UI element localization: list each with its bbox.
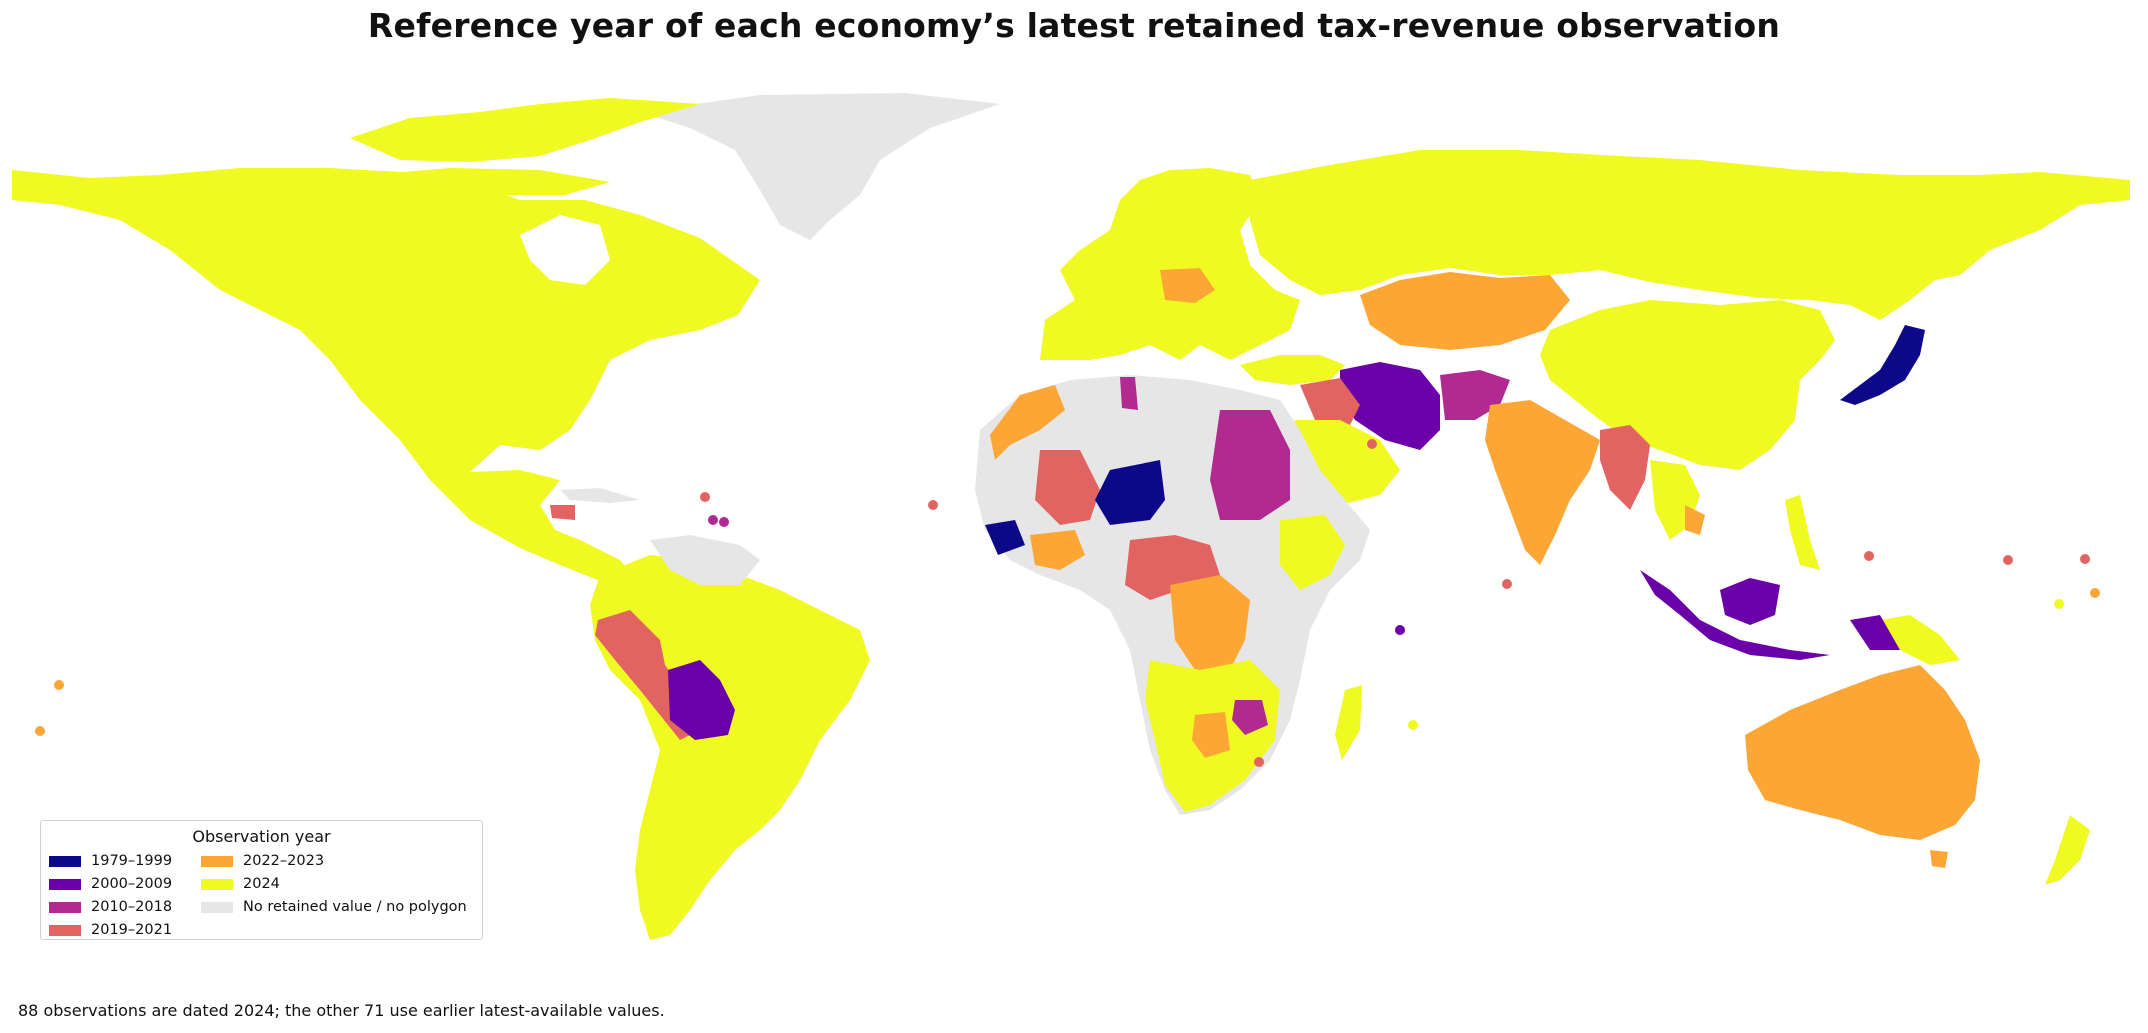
region-east-africa (1280, 515, 1345, 590)
region-philippines (1785, 495, 1820, 570)
region-poland (1160, 268, 1215, 303)
region-dr-congo (1170, 575, 1250, 670)
region-namibia-botswana (1192, 712, 1230, 758)
legend-label: 2000–2009 (91, 876, 173, 892)
region-tasmania (1930, 850, 1948, 868)
island-marker (2003, 555, 2013, 565)
legend-label: 1979–1999 (91, 853, 173, 869)
region-west-africa-coast (1030, 530, 1085, 570)
footnote: 88 observations are dated 2024; the othe… (18, 1001, 665, 1020)
legend-label: 2024 (243, 876, 280, 892)
region-borneo (1720, 578, 1780, 625)
island-marker (35, 726, 45, 736)
island-marker (2090, 588, 2100, 598)
island-marker (1395, 625, 1405, 635)
island-marker (1367, 439, 1377, 449)
region-australia (1745, 665, 1980, 840)
legend-swatch (49, 855, 81, 867)
legend-swatch (49, 878, 81, 890)
region-zimbabwe (1232, 700, 1268, 735)
legend-title: Observation year (192, 827, 331, 846)
island-marker (2054, 599, 2064, 609)
region-iran (1340, 362, 1440, 450)
legend-swatch (201, 855, 233, 867)
region-haiti (550, 505, 575, 520)
legend-item-2022-2023: 2022–2023 (201, 853, 324, 869)
region-venezuela-guyana (650, 535, 760, 585)
region-new-guinea (1880, 615, 1960, 665)
legend-item-2000-2009: 2000–2009 (49, 876, 172, 892)
region-myanmar (1600, 425, 1650, 510)
legend-label: No retained value / no polygon (243, 899, 467, 915)
region-india (1485, 400, 1600, 565)
legend-swatch (201, 878, 233, 890)
region-europe (1040, 168, 1300, 360)
chart-title: Reference year of each economy’s latest … (367, 6, 1781, 45)
island-marker (928, 500, 938, 510)
region-madagascar (1335, 685, 1362, 760)
legend-item-1979-1999: 1979–1999 (49, 853, 172, 869)
legend-swatch (49, 924, 81, 936)
region-china (1540, 300, 1835, 470)
region-japan (1840, 325, 1925, 405)
island-marker (719, 517, 729, 527)
legend-item-2024: 2024 (201, 876, 280, 892)
region-indonesia (1640, 570, 1830, 660)
island-marker (1408, 720, 1418, 730)
legend: Observation year 1979–1999 2000–2009 201… (40, 820, 483, 940)
region-mali (1035, 450, 1100, 525)
legend-item-no-data: No retained value / no polygon (201, 899, 467, 915)
region-russia (1250, 150, 2130, 320)
region-vietnam (1685, 505, 1705, 535)
region-egypt-sudan (1210, 410, 1290, 520)
legend-label: 2022–2023 (243, 853, 325, 869)
legend-item-2019-2021: 2019–2021 (49, 922, 172, 938)
region-north-america (12, 168, 760, 585)
region-greenland (640, 93, 1000, 240)
region-bolivia (668, 660, 735, 740)
region-west-papua (1850, 615, 1900, 650)
island-marker (2080, 554, 2090, 564)
region-iraq-syria (1300, 378, 1360, 425)
island-marker (700, 492, 710, 502)
region-niger (1095, 460, 1165, 525)
legend-swatch (201, 901, 233, 913)
island-marker (1254, 757, 1264, 767)
region-arctic-islands (350, 98, 700, 162)
region-turkey (1240, 355, 1345, 385)
island-marker (1864, 551, 1874, 561)
legend-swatch (49, 901, 81, 913)
legend-label: 2019–2021 (91, 922, 173, 938)
island-marker (708, 515, 718, 525)
island-marker (1502, 579, 1512, 589)
world-choropleth-map (12, 93, 2130, 940)
legend-label: 2010–2018 (91, 899, 173, 915)
region-cuba (560, 488, 640, 503)
region-kazakhstan (1360, 272, 1570, 350)
island-marker (54, 680, 64, 690)
region-new-zealand (2045, 815, 2090, 885)
region-morocco (990, 385, 1065, 460)
region-guinea (985, 520, 1025, 555)
region-tunisia (1120, 377, 1138, 410)
legend-item-2010-2018: 2010–2018 (49, 899, 172, 915)
